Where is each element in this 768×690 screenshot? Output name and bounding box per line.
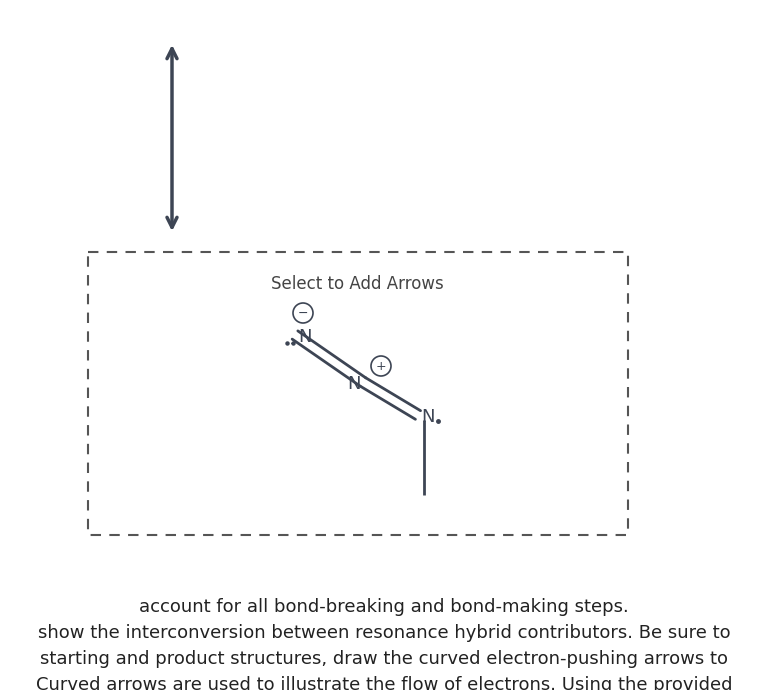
Text: show the interconversion between resonance hybrid contributors. Be sure to: show the interconversion between resonan… [38,624,730,642]
Text: −: − [298,306,308,319]
Text: ··: ·· [287,339,293,349]
Bar [88,252,628,535]
Text: starting and product structures, draw the curved electron-pushing arrows to: starting and product structures, draw th… [40,650,728,668]
Text: N: N [298,328,312,346]
Circle shape [371,356,391,376]
Text: account for all bond-breaking and bond-making steps.: account for all bond-breaking and bond-m… [139,598,629,616]
Circle shape [293,303,313,323]
Text: +: + [376,359,386,373]
Text: Select to Add Arrows: Select to Add Arrows [270,275,443,293]
Text: N: N [347,375,361,393]
Text: N: N [421,408,435,426]
Text: Curved arrows are used to illustrate the flow of electrons. Using the provided: Curved arrows are used to illustrate the… [36,676,732,690]
